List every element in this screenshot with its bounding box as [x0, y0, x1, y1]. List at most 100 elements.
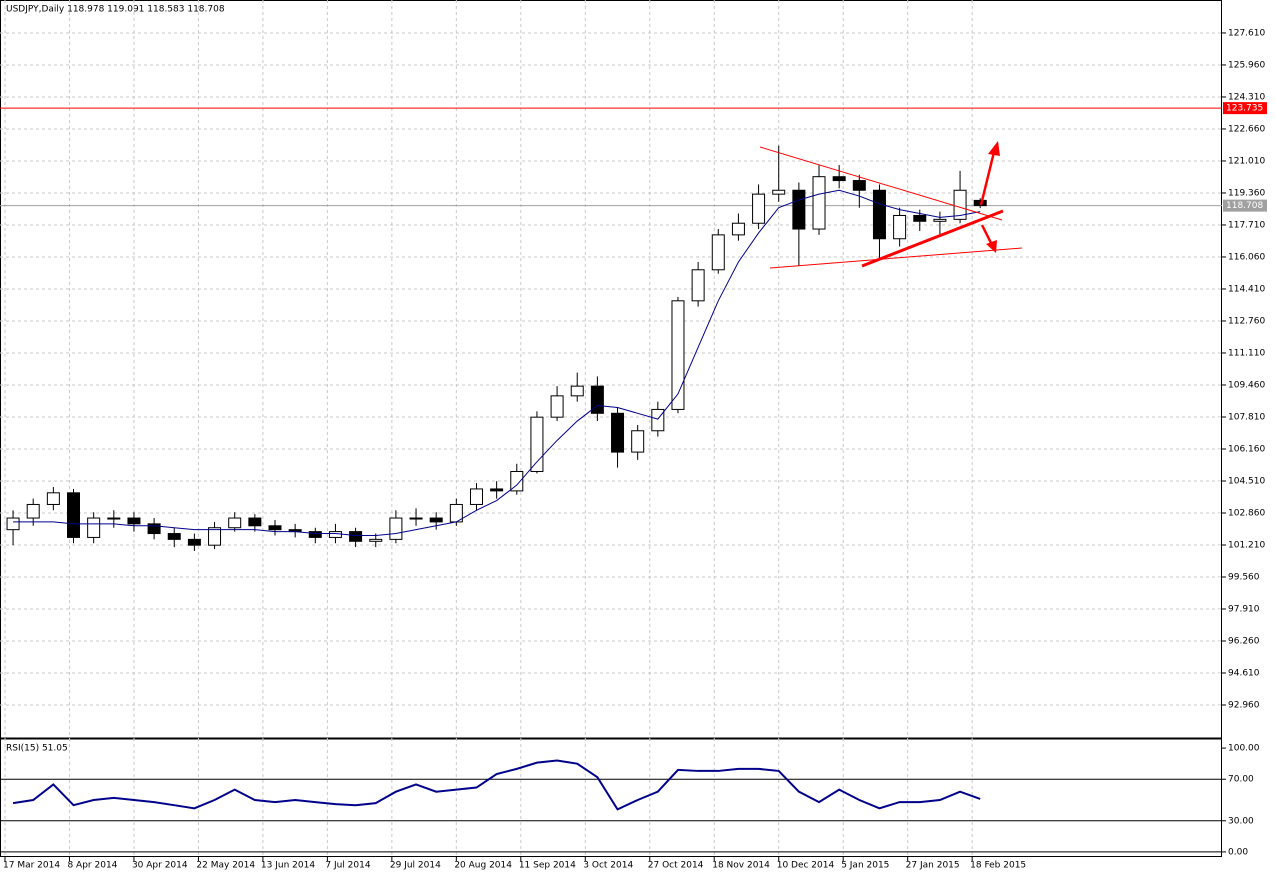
arrow: [979, 151, 996, 206]
y-tick-label: 97.910: [1228, 604, 1260, 614]
candle-body: [208, 527, 222, 546]
candle-body: [933, 218, 947, 222]
candle-body: [852, 180, 866, 191]
y-tick-label: 122.660: [1228, 124, 1265, 134]
candle-body: [308, 531, 322, 538]
candle-body: [328, 531, 342, 538]
price-label: 123.735: [1226, 104, 1263, 114]
candle-body: [772, 189, 786, 195]
candle-body: [248, 517, 262, 527]
x-tick-label: 29 Jul 2014: [390, 861, 441, 871]
x-tick-label: 27 Oct 2014: [648, 861, 704, 871]
y-tick-label: 114.410: [1228, 284, 1265, 294]
candle-body: [691, 269, 705, 302]
candle-body: [611, 412, 625, 453]
trendline: [861, 209, 1004, 268]
price-label-box: [1223, 199, 1267, 212]
candle-body: [913, 214, 927, 222]
candle-body: [550, 395, 564, 418]
x-tick-label: 18 Nov 2014: [712, 861, 770, 871]
candle-body: [812, 176, 826, 230]
candle-body: [167, 533, 181, 540]
candle-body: [872, 189, 886, 240]
y-tick-label: 106.160: [1228, 444, 1265, 454]
candle-body: [469, 488, 483, 505]
y-tick-label: 0.00: [1228, 847, 1248, 857]
candle-body: [349, 531, 363, 542]
arrowhead: [986, 240, 997, 253]
x-tick-label: 30 Apr 2014: [132, 861, 188, 871]
y-tick-label: 100.00: [1228, 744, 1260, 754]
candle-body: [6, 517, 20, 531]
y-tick-label: 125.960: [1228, 60, 1265, 70]
trendline: [759, 146, 1003, 221]
candle-body: [429, 517, 443, 523]
candle-body: [590, 385, 604, 414]
y-tick-label: 127.610: [1228, 28, 1265, 38]
candle-body: [530, 416, 544, 472]
x-tick-label: 10 Dec 2014: [777, 861, 835, 871]
candle-body: [187, 538, 201, 546]
y-tick-label: 104.510: [1228, 476, 1265, 486]
x-tick-label: 17 Mar 2014: [3, 861, 60, 871]
y-tick-label: 96.260: [1228, 636, 1260, 646]
x-tick-label: 20 Aug 2014: [454, 861, 512, 871]
x-tick-label: 22 May 2014: [196, 861, 255, 871]
frame: [0, 0, 1222, 857]
y-tick-label: 109.460: [1228, 380, 1265, 390]
y-tick-label: 99.560: [1228, 572, 1260, 582]
x-tick-label: 5 Jan 2015: [841, 861, 889, 871]
y-tick-label: 70.00: [1228, 775, 1254, 785]
y-tick-label: 92.960: [1228, 700, 1260, 710]
candle-body: [510, 470, 524, 492]
trendline: [769, 247, 1023, 269]
y-tick-label: 30.00: [1228, 816, 1254, 826]
y-tick-label: 124.310: [1228, 92, 1265, 102]
x-tick-label: 27 Jan 2015: [906, 861, 960, 871]
candle-body: [731, 222, 745, 236]
price-label-box: [1223, 102, 1267, 115]
candle-body: [570, 385, 584, 397]
x-tick-label: 7 Jul 2014: [325, 861, 370, 871]
y-tick-label: 102.860: [1228, 508, 1265, 518]
candle-body: [490, 488, 504, 492]
candle-body: [127, 517, 141, 525]
y-tick-label: 112.760: [1228, 316, 1265, 326]
candle-body: [228, 517, 242, 529]
candle-body: [389, 517, 403, 540]
candle-body: [832, 176, 846, 182]
x-tick-label: 13 Jun 2014: [261, 861, 315, 871]
y-tick-label: 107.810: [1228, 412, 1265, 422]
rsi-label: RSI(15) 51.05: [6, 744, 68, 754]
candle-body: [147, 523, 161, 535]
x-tick-label: 8 Apr 2014: [67, 861, 117, 871]
candle-body: [651, 408, 665, 432]
candle-body: [631, 430, 645, 453]
y-tick-label: 116.060: [1228, 252, 1265, 262]
y-tick-label: 119.360: [1228, 188, 1265, 198]
candle-body: [711, 234, 725, 271]
candle-body: [268, 525, 282, 531]
candle-body: [792, 189, 806, 230]
arrowhead: [988, 141, 1000, 156]
x-tick-label: 3 Oct 2014: [583, 861, 633, 871]
candle-body: [26, 503, 40, 519]
x-tick-label: 18 Feb 2015: [970, 861, 1026, 871]
candle-body: [953, 189, 967, 220]
x-tick-label: 11 Sep 2014: [519, 861, 576, 871]
annotations: [759, 141, 1023, 269]
moving-average: [13, 189, 981, 536]
y-tick-label: 101.210: [1228, 540, 1265, 550]
y-tick-label: 111.110: [1228, 348, 1265, 358]
candle-body: [752, 193, 766, 224]
y-tick-label: 121.010: [1228, 156, 1265, 166]
candle-body: [46, 492, 60, 505]
candle-body: [87, 517, 101, 538]
candle-body: [893, 214, 907, 240]
price-label: 118.708: [1226, 201, 1263, 211]
candle-body: [107, 517, 121, 520]
y-tick-label: 94.610: [1228, 668, 1260, 678]
candle-body: [409, 517, 423, 520]
candle-body: [671, 300, 685, 410]
